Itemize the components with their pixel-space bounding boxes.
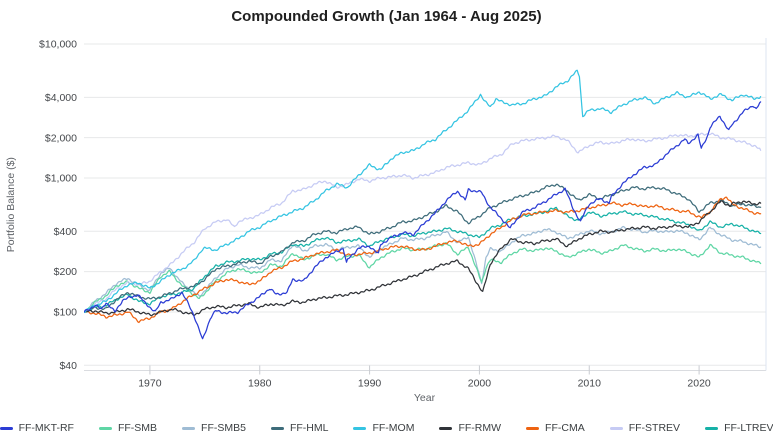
legend-item-ff-mkt-rf[interactable]: FF-MKT-RF: [0, 422, 74, 434]
chart-svg: $10,000 $4,000 $2,000 $1,000 $400 $200 $100 $40…: [5, 38, 767, 404]
legend-item-ff-rmw[interactable]: FF-RMW: [439, 422, 501, 434]
series-line-ff-smb: [84, 242, 762, 313]
legend-swatch-icon: [98, 426, 112, 430]
legend-swatch-icon: [0, 426, 13, 430]
x-tick-label: 2010: [578, 378, 602, 390]
chart-legend: FF-MKT-RF FF-SMB FF-SMB5 FF-HML FF-MOM FF-RMW…: [0, 422, 773, 434]
legend-label: FF-SMB5: [201, 422, 246, 434]
legend-label: FF-LTREV: [724, 422, 773, 434]
legend-label: FF-RMW: [458, 422, 502, 434]
legend-item-ff-hml[interactable]: FF-HML: [270, 422, 329, 434]
y-tick-label: $400: [54, 226, 78, 238]
y-tick-label: $40: [59, 360, 77, 372]
legend-swatch-icon: [439, 426, 453, 430]
legend-swatch-icon: [270, 426, 284, 430]
legend-item-ff-smb5[interactable]: FF-SMB5: [182, 422, 246, 434]
x-tick-label: 1970: [138, 378, 162, 390]
y-tick-label: $2,000: [45, 132, 77, 144]
legend-label: FF-HML: [289, 422, 329, 434]
legend-item-ff-ltrev[interactable]: FF-LTREV: [705, 422, 773, 434]
y-tick-label: $200: [54, 266, 78, 278]
series-line-ff-cma: [84, 196, 762, 324]
series-line-ff-mkt-rf: [84, 101, 762, 340]
x-tick-label: 1990: [358, 378, 382, 390]
legend-swatch-icon: [526, 426, 540, 430]
legend-swatch-icon: [609, 426, 623, 430]
y-tick-label: $100: [54, 307, 78, 319]
x-tick-label: 1980: [248, 378, 272, 390]
legend-item-ff-cma[interactable]: FF-CMA: [526, 422, 585, 434]
x-tick-label: 2000: [468, 378, 492, 390]
legend-swatch-icon: [182, 426, 196, 430]
legend-label: FF-MOM: [372, 422, 415, 434]
legend-item-ff-strev[interactable]: FF-STREV: [609, 422, 681, 434]
legend-label: FF-CMA: [545, 422, 585, 434]
y-tick-label: $1,000: [45, 173, 77, 185]
y-axis-title: Portfolio Balance ($): [5, 157, 17, 252]
y-tick-label: $10,000: [39, 39, 77, 51]
legend-swatch-icon: [353, 426, 367, 430]
legend-label: FF-STREV: [628, 422, 681, 434]
legend-label: FF-SMB: [117, 422, 158, 434]
series-line-ff-ltrev: [84, 206, 762, 313]
series-line-ff-strev: [84, 132, 762, 313]
legend-swatch-icon: [705, 426, 719, 430]
x-tick-label: 2020: [687, 378, 711, 390]
chart-title: Compounded Growth (Jan 1964 - Aug 2025): [231, 8, 542, 25]
legend-item-ff-smb[interactable]: FF-SMB: [98, 422, 158, 434]
legend-item-ff-mom[interactable]: FF-MOM: [353, 422, 414, 434]
x-axis-title: Year: [414, 392, 436, 404]
series-line-ff-mom: [84, 69, 762, 314]
y-tick-label: $4,000: [45, 92, 77, 104]
legend-label: FF-MKT-RF: [18, 422, 74, 434]
series-line-ff-hml: [84, 183, 762, 313]
series-line-ff-rmw: [84, 200, 762, 317]
